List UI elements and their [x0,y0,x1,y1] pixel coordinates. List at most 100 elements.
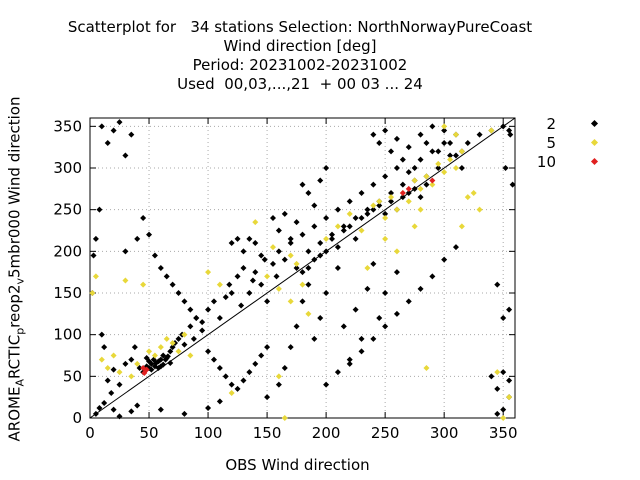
legend-marker [590,119,599,128]
scatter-point-series-2 [405,298,412,305]
scatter-point-series-2 [500,406,507,413]
scatter-point-series-5 [476,206,483,213]
scatter-point-series-2 [411,185,418,192]
scatter-point-series-2 [210,356,217,363]
scatter-point-series-2 [435,165,442,171]
scatter-point-series-2 [287,344,294,351]
scatter-point-series-2 [98,123,105,130]
scatter-point-series-5 [264,273,271,280]
scatter-point-series-5 [269,244,276,251]
scatter-point-series-2 [376,202,383,209]
legend-entry-5: 5 [520,134,610,154]
x-tick-label: 300 [430,424,459,442]
scatter-point-series-2 [287,235,294,242]
scatter-point-series-2 [98,331,105,338]
scatter-point-series-2 [134,235,141,242]
scatter-point-series-2 [246,290,253,296]
legend-label: 10 [536,153,556,171]
scatter-point-series-2 [370,206,377,213]
scatter-point-series-2 [193,315,200,321]
y-tick-label: 50 [63,367,82,385]
scatter-point-series-2 [393,165,400,171]
scatter-point-series-2 [346,223,353,230]
scatter-point-series-2 [240,248,247,255]
scatter-point-series-2 [417,131,424,138]
scatter-point-series-5 [122,277,129,284]
scatter-point-series-2 [500,369,507,376]
scatter-point-series-2 [122,248,129,255]
scatter-point-series-2 [228,381,235,388]
scatter-point-series-2 [252,240,259,246]
scatter-point-series-2 [447,140,454,146]
legend-marker [590,157,599,166]
scatter-point-series-5 [470,190,477,196]
scatter-point-series-2 [370,131,377,138]
scatter-point-series-2 [128,356,135,363]
scatter-point-series-2 [500,123,507,130]
scatter-point-series-2 [506,306,513,313]
scatter-point-series-2 [502,165,509,171]
scatter-point-series-2 [370,335,377,342]
scatter-point-series-2 [382,210,389,217]
scatter-point-series-5 [364,265,371,271]
scatter-point-series-2 [323,381,330,388]
scatter-point-series-2 [334,265,341,271]
scatter-point-series-2 [226,281,233,288]
scatter-point-series-2 [240,265,247,271]
scatter-point-series-2 [216,398,223,405]
scatter-point-series-5 [305,310,312,317]
scatter-point-series-5 [252,219,259,226]
scatter-point-series-2 [358,335,365,342]
scatter-point-series-2 [311,256,318,263]
scatter-point-series-10 [429,177,436,184]
scatter-point-series-2 [160,352,167,359]
scatter-point-series-5 [334,223,341,230]
scatter-point-series-5 [293,260,300,267]
scatter-point-series-5 [417,206,424,213]
scatter-point-series-2 [494,281,501,288]
scatter-point-series-2 [323,165,330,171]
scatter-point-series-5 [411,223,418,230]
scatter-point-series-5 [128,373,135,380]
scatter-point-series-2 [258,252,265,259]
scatter-point-series-2 [405,144,412,151]
scatter-point-series-5 [228,390,235,396]
scatter-point-series-5 [458,223,465,230]
scatter-point-series-2 [238,302,245,309]
x-tick-label: 50 [139,424,158,442]
scatter-point-series-5 [275,373,282,380]
scatter-point-series-2 [167,360,174,366]
scatter-point-series-2 [293,323,300,330]
scatter-point-series-2 [275,248,282,255]
scatter-point-series-2 [376,140,383,146]
scatter-point-series-5 [405,198,412,205]
scatter-point-series-2 [264,394,271,401]
scatter-point-series-2 [122,152,129,159]
scatter-point-series-2 [96,206,103,213]
scatter-point-series-5 [500,415,507,421]
scatter-point-series-2 [405,169,412,176]
scatter-point-series-2 [116,119,123,126]
scatter-point-series-2 [382,127,389,134]
scatter-point-series-2 [157,265,164,271]
scatter-point-series-2 [234,235,241,242]
scatter-point-series-5 [458,148,465,155]
scatter-point-series-2 [136,365,143,371]
y-tick-label: 300 [53,159,82,177]
scatter-point-series-2 [358,348,365,355]
scatter-point-series-2 [364,285,371,292]
scatter-point-series-2 [269,215,276,221]
scatter-point-series-2 [140,215,147,221]
scatter-point-series-2 [441,127,448,134]
scatter-point-series-5 [92,273,99,280]
scatter-point-series-2 [101,400,108,406]
scatter-point-series-2 [281,256,288,263]
scatter-point-series-2 [157,356,164,363]
scatter-point-series-5 [447,156,454,163]
scatter-point-series-2 [252,269,259,276]
scatter-point-series-5 [169,340,176,346]
scatter-point-series-2 [452,152,459,159]
y-tick-label: 100 [53,326,82,344]
scatter-point-series-2 [210,298,217,305]
